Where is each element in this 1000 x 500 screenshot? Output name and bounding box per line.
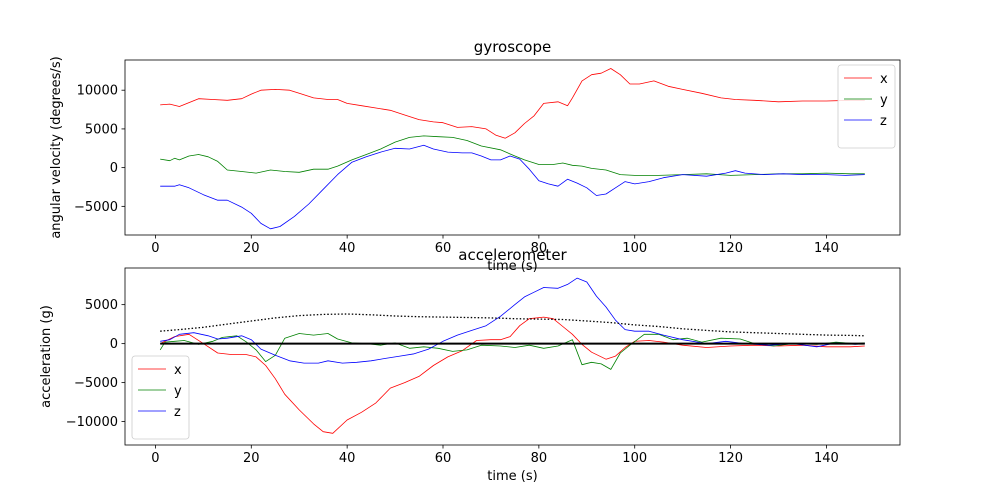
legend-box: [131, 355, 190, 440]
chart-panel-accelerometer: 0 20 40 60 80 100 120 140 −10000 −5000 0 5000 accele…: [39, 246, 901, 484]
series-line-magnitude: [160, 313, 865, 337]
y-tick-label: 0: [110, 337, 118, 352]
legend-label-y: y: [880, 93, 888, 108]
series-line-x: [160, 68, 865, 139]
x-tick-label: 100: [622, 241, 647, 256]
axes-frame: [124, 59, 901, 236]
legend-box: [837, 64, 896, 149]
series-line-x: [160, 316, 865, 434]
legend-label-z: z: [174, 405, 181, 420]
y-tick-label: −10000: [66, 415, 118, 430]
y-tick-label: 0: [110, 161, 118, 176]
x-tick-label: 120: [718, 241, 743, 256]
y-tick-label: 5000: [85, 122, 118, 137]
x-tick-label: 100: [622, 451, 647, 466]
chart-title: accelerometer: [458, 246, 567, 264]
x-tick-label: 80: [531, 451, 548, 466]
x-tick-label: 60: [435, 241, 452, 256]
x-tick-label: 80: [531, 241, 548, 256]
y-tick-label: −5000: [74, 376, 118, 391]
y-axis-label: acceleration (g): [39, 305, 54, 408]
legend-label-y: y: [174, 384, 182, 399]
x-tick-label: 60: [435, 451, 452, 466]
legend-label-z: z: [880, 114, 887, 129]
y-tick-label: 10000: [77, 84, 118, 99]
legend: xyz: [837, 64, 896, 149]
y-tick-label: −5000: [74, 200, 118, 215]
x-tick-label: 140: [814, 451, 839, 466]
x-tick-label: 40: [339, 241, 356, 256]
x-tick-label: 20: [243, 451, 260, 466]
x-axis-label: time (s): [487, 469, 537, 484]
y-tick-label: 5000: [85, 298, 118, 313]
x-tick-label: 20: [243, 241, 260, 256]
chart-title: gyroscope: [474, 38, 551, 56]
x-tick-label: 40: [339, 451, 356, 466]
legend: xyz: [131, 355, 190, 440]
axes-frame: [124, 267, 901, 446]
series-line-z: [160, 144, 865, 230]
x-tick-label: 140: [814, 241, 839, 256]
series-line-y: [159, 333, 865, 370]
x-tick-label: 120: [718, 451, 743, 466]
x-tick-label: 0: [151, 451, 159, 466]
legend-label-x: x: [174, 363, 182, 378]
series-line-z: [160, 277, 865, 364]
series-line-y: [160, 135, 865, 176]
chart-panel-gyroscope: 0 20 40 60 80 100 120 140 −5000 0 5000 10000 gyrosco…: [49, 38, 901, 274]
x-axis-label: time (s): [487, 259, 537, 274]
legend-label-x: x: [880, 72, 888, 87]
y-axis-label: angular velocity (degrees/s): [49, 56, 64, 238]
x-tick-label: 0: [151, 241, 159, 256]
